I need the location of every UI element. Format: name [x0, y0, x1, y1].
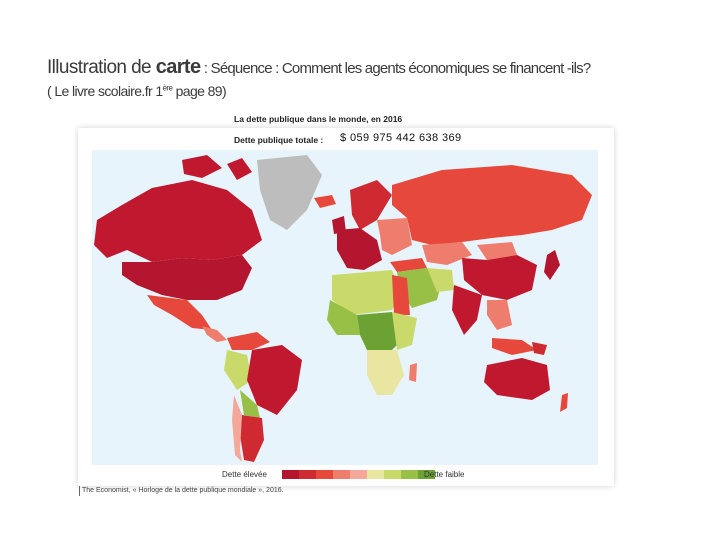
- legend-swatch-2: [299, 470, 316, 479]
- country-central-america: [202, 326, 227, 342]
- country-turkey: [390, 258, 427, 272]
- country-uk: [332, 216, 346, 234]
- country-mexico: [147, 295, 212, 330]
- country-western-europe: [337, 228, 382, 270]
- country-east-africa: [392, 312, 417, 350]
- legend-swatch-5: [350, 470, 367, 479]
- country-madagascar: [409, 363, 417, 382]
- title-part1: Illustration de: [47, 57, 156, 78]
- country-greenland: [257, 155, 322, 230]
- country-china: [462, 255, 537, 300]
- source-divider: [79, 486, 80, 496]
- legend-swatch-7: [384, 470, 401, 479]
- country-iran: [427, 268, 454, 292]
- country-kazakhstan: [422, 242, 472, 265]
- legend-high-label: Dette élevée: [222, 470, 267, 479]
- country-australia: [484, 358, 550, 400]
- source-credit: The Economist, « Horloge de la dette pub…: [82, 487, 284, 494]
- title-strong: carte: [155, 56, 201, 78]
- country-indonesia: [492, 338, 537, 355]
- map-title: La dette publique dans le monde, en 2016: [234, 114, 403, 124]
- map-total-label: Dette publique totale :: [234, 135, 324, 145]
- country-arctic-islands: [182, 155, 252, 180]
- country-brazil: [247, 345, 302, 415]
- country-new-zealand: [560, 393, 568, 412]
- country-chile: [232, 395, 242, 462]
- world-debt-map: [92, 150, 598, 465]
- legend-low-label: Dette faible: [424, 470, 465, 479]
- country-iceland: [314, 195, 336, 208]
- country-mongolia: [477, 242, 517, 260]
- title-line: Illustration de carte : Séquence : Comme…: [47, 56, 687, 79]
- country-india: [452, 285, 482, 335]
- legend-bar: [282, 470, 435, 479]
- subtitle-sup: ère: [162, 83, 173, 93]
- title-part2: : Séquence : Comment les agents économiq…: [200, 60, 591, 77]
- country-southern-africa: [367, 350, 404, 395]
- slide-title: Illustration de carte : Séquence : Comme…: [47, 56, 687, 99]
- map-total-value: $ 059 975 442 638 369: [340, 132, 462, 144]
- country-canada: [114, 180, 262, 262]
- country-peru: [224, 350, 252, 390]
- country-usa: [122, 255, 252, 300]
- country-southeast-asia: [487, 300, 512, 330]
- country-russia: [392, 165, 592, 245]
- legend-swatch-4: [333, 470, 350, 479]
- legend-swatch-6: [367, 470, 384, 479]
- country-egypt: [392, 275, 410, 315]
- country-alaska: [94, 205, 127, 258]
- country-papua: [532, 342, 547, 355]
- legend-swatch-3: [316, 470, 333, 479]
- country-argentina: [240, 415, 264, 462]
- country-central-africa: [357, 312, 402, 355]
- country-north-africa: [332, 270, 400, 315]
- subtitle-part2: page 89): [172, 83, 227, 99]
- country-eastern-europe: [377, 218, 412, 255]
- country-japan: [544, 250, 560, 280]
- country-venezuela: [227, 332, 270, 350]
- country-west-africa: [327, 300, 360, 335]
- legend-swatch-9: [418, 470, 435, 479]
- country-bolivia: [240, 390, 260, 418]
- subtitle-part1: ( Le livre scolaire.fr 1: [47, 83, 163, 99]
- legend-swatch-8: [401, 470, 418, 479]
- subtitle-line: ( Le livre scolaire.fr 1ère page 89): [47, 83, 687, 99]
- legend-swatch-1: [282, 470, 299, 479]
- country-scandinavia: [350, 180, 392, 230]
